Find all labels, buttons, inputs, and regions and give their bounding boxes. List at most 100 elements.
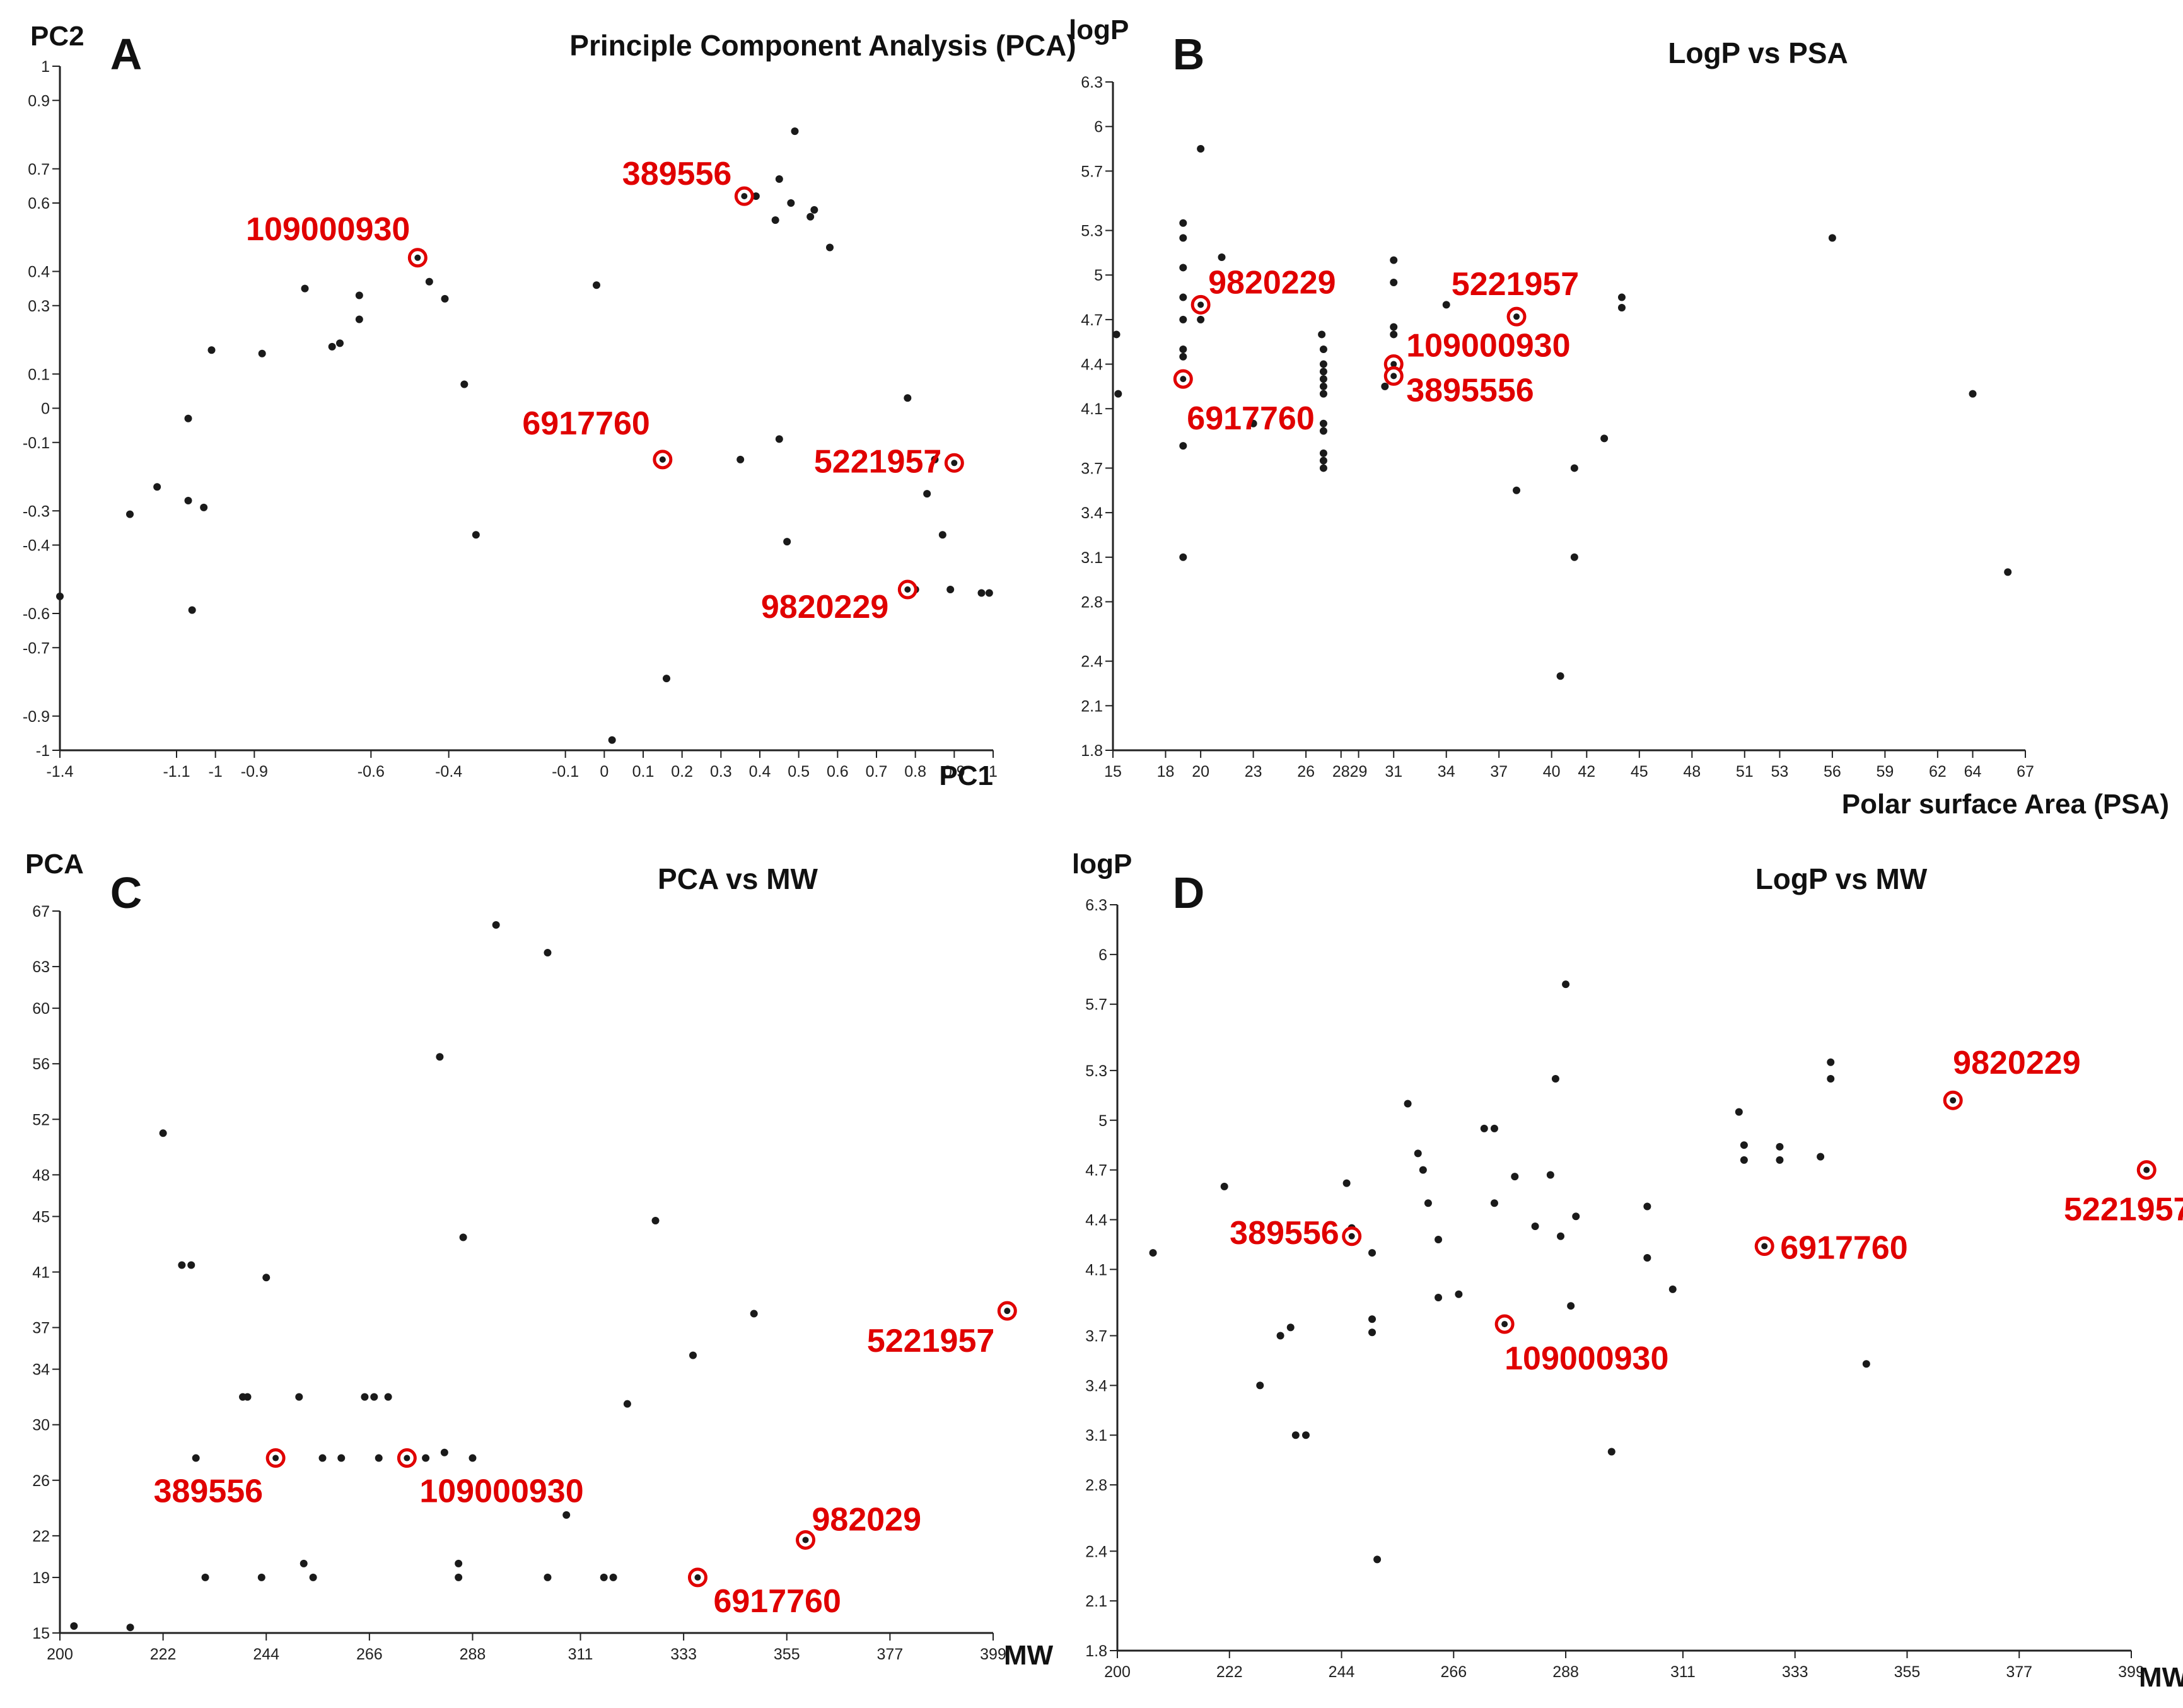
panel-b-data-point xyxy=(1390,279,1398,286)
panel-c-data-point xyxy=(651,1217,660,1225)
panel-a-x-tick-label: 0.4 xyxy=(749,763,771,781)
panel-d-x-tick-label: 355 xyxy=(1894,1663,1921,1681)
panel-b-highlight-point xyxy=(1197,301,1204,308)
panel-d-data-point xyxy=(1643,1202,1651,1211)
panel-b-highlight-point xyxy=(1513,313,1520,320)
panel-b-highlight-label: 9820229 xyxy=(1208,264,1336,301)
panel-b-data-point xyxy=(1179,219,1187,227)
panel-c-data-point xyxy=(309,1573,317,1581)
panel-c-y-tick-label: 26 xyxy=(32,1472,50,1490)
panel-b-data-point xyxy=(1319,449,1327,457)
panel-a-data-point xyxy=(328,342,336,351)
panel-d-y-tick-label: 6 xyxy=(1098,946,1107,964)
panel-b-data-point xyxy=(1617,304,1626,312)
panel-d-data-point xyxy=(1776,1156,1784,1164)
panel-b-x-tick-label: 51 xyxy=(1736,763,1754,781)
panel-c-data-point xyxy=(257,1573,265,1581)
panel-d-data-point xyxy=(1368,1328,1377,1337)
panel-b-x-tick-label: 48 xyxy=(1683,763,1701,781)
panel-b-data-point xyxy=(1556,672,1564,680)
panel-b-y-tick-label: 3.4 xyxy=(1081,504,1103,522)
panel-c-data-point xyxy=(159,1129,167,1137)
panel-c-data-point xyxy=(455,1573,463,1581)
panel-c-data-point xyxy=(422,1454,430,1462)
panel-d-highlight-label: 389556 xyxy=(1230,1215,1339,1252)
panel-d-data-point xyxy=(1817,1153,1825,1161)
panel-a-data-point xyxy=(663,675,670,683)
panel-d-y-tick-label: 1.8 xyxy=(1085,1642,1107,1660)
panel-d-data-point xyxy=(1301,1431,1310,1439)
panel-c-highlight-point xyxy=(1004,1308,1011,1315)
panel-a-y-tick-label: 1 xyxy=(41,58,50,76)
panel-d-data-point xyxy=(1562,980,1570,989)
panel-c-y-tick-label: 30 xyxy=(32,1417,50,1434)
panel-a-data-point xyxy=(938,531,946,539)
panel-a-highlight-label: 9820229 xyxy=(761,589,888,625)
panel-b-data-point xyxy=(2004,568,2012,576)
panel-c-x-tick-label: 244 xyxy=(253,1646,279,1663)
panel-d-data-point xyxy=(1286,1323,1295,1332)
panel-d-title: LogP vs MW xyxy=(1755,863,1928,895)
panel-a-data-point xyxy=(736,455,745,463)
panel-c-x-tick-label: 333 xyxy=(670,1646,697,1663)
panel-b-x-tick-label: 18 xyxy=(1157,763,1175,781)
panel-a-data-point xyxy=(460,380,469,388)
panel-b-data-point xyxy=(1179,352,1187,361)
panel-a-x-tick-label: 0.5 xyxy=(788,763,810,781)
panel-b-y-tick-label: 1.8 xyxy=(1081,742,1103,760)
panel-d-x-axis-label: MW xyxy=(2139,1662,2183,1693)
panel-d-data-point xyxy=(1567,1302,1575,1310)
panel-c-highlight-label: 6917760 xyxy=(713,1583,841,1620)
panel-c-y-tick-label: 63 xyxy=(32,958,50,976)
panel-b-x-tick-label: 45 xyxy=(1631,763,1648,781)
panel-a-highlight-point xyxy=(741,193,748,200)
panel-a-data-point xyxy=(472,531,480,539)
panel-c-highlight-label: 109000930 xyxy=(419,1473,583,1510)
panel-d-data-point xyxy=(1531,1223,1539,1231)
panel-b-y-tick-label: 5.7 xyxy=(1081,163,1103,180)
panel-b-y-tick-label: 4.7 xyxy=(1081,311,1103,329)
panel-c-data-point xyxy=(562,1511,571,1519)
panel-c-x-tick-label: 200 xyxy=(47,1646,73,1663)
panel-a-data-point xyxy=(923,490,931,498)
panel-b-x-tick-label: 20 xyxy=(1192,763,1209,781)
panel-c-data-point xyxy=(201,1573,209,1581)
panel-b-data-point xyxy=(1319,360,1327,368)
panel-c-x-tick-label: 399 xyxy=(980,1646,1006,1663)
panel-c-data-point xyxy=(600,1573,608,1581)
panel-b-data-point xyxy=(1390,330,1398,339)
panel-b-y-tick-label: 6 xyxy=(1094,119,1103,136)
panel-d-y-tick-label: 3.7 xyxy=(1085,1328,1107,1345)
panel-b-data-point xyxy=(1319,368,1327,376)
panel-c-x-tick-label: 266 xyxy=(356,1646,383,1663)
panel-a-data-point xyxy=(810,206,818,214)
panel-d-y-tick-label: 5.3 xyxy=(1085,1062,1107,1080)
panel-b-x-tick-label: 59 xyxy=(1876,763,1894,781)
panel-d-highlight-point xyxy=(2143,1166,2150,1173)
panel-c-data-point xyxy=(318,1454,327,1462)
panel-b-data-point xyxy=(1114,390,1122,398)
panel-a-y-tick-label: -1 xyxy=(36,742,50,760)
panel-d-y-tick-label: 2.4 xyxy=(1085,1543,1107,1560)
panel-b-x-tick-label: 53 xyxy=(1771,763,1789,781)
panel-c-y-tick-label: 52 xyxy=(32,1111,50,1129)
panel-a-data-point xyxy=(791,127,799,136)
panel-c-y-tick-label: 19 xyxy=(32,1569,50,1587)
panel-a-data-point xyxy=(425,277,433,286)
panel-d-x-tick-label: 200 xyxy=(1104,1663,1131,1681)
panel-a-data-point xyxy=(752,192,760,200)
panel-b-y-tick-label: 2.1 xyxy=(1081,697,1103,715)
panel-c-data-point xyxy=(337,1454,346,1462)
panel-d-y-tick-label: 2.1 xyxy=(1085,1593,1107,1610)
panel-d-x-tick-label: 333 xyxy=(1782,1663,1808,1681)
panel-d-data-point xyxy=(1490,1199,1498,1207)
panel-a-data-point xyxy=(608,736,616,744)
panel-d-y-tick-label: 4.1 xyxy=(1085,1261,1107,1279)
panel-c-y-tick-label: 60 xyxy=(32,1000,50,1018)
panel-d-data-point xyxy=(1220,1182,1228,1190)
panel-a-highlight-point xyxy=(904,586,911,593)
panel-d-y-tick-label: 3.4 xyxy=(1085,1377,1107,1395)
panel-a-data-point xyxy=(977,589,986,597)
panel-d-data-point xyxy=(1735,1108,1743,1116)
panel-a-x-tick-label: 0.1 xyxy=(632,763,655,781)
